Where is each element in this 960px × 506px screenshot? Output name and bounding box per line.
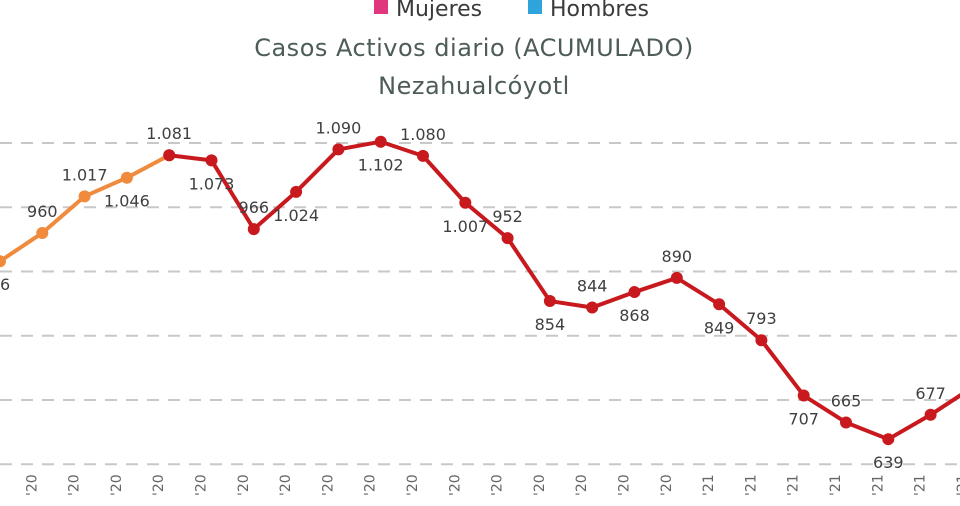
data-point [543,295,556,308]
data-label: 1.102 [358,156,404,175]
x-tick-label: '21 [955,474,960,496]
data-point [924,408,937,421]
chart-title: Casos Activos diario (ACUMULADO) [254,34,694,62]
data-point [290,185,303,198]
x-tick-label: '21 [913,474,929,496]
data-point [332,143,345,156]
x-tick-label: '20 [278,474,294,496]
data-point [36,226,49,239]
data-point [205,154,218,167]
data-label: 1.090 [315,118,361,137]
data-point [417,149,429,162]
data-label: 844 [577,276,608,295]
data-point [755,334,768,347]
data-label: 639 [873,453,904,472]
x-tick-label: '20 [659,474,675,496]
x-tick-labels: '20 '20 '20 '20 '20 '20 '20 '20 '20 '20 '20 '20 '20 '… [24,474,960,496]
x-tick-label: '20 [363,474,379,496]
x-tick-label: '21 [828,474,844,496]
legend: Mujeres Hombres [374,0,649,22]
data-label: 707 [788,410,819,429]
x-tick-label: '20 [320,474,336,496]
data-point [78,190,91,203]
data-point [163,149,176,162]
x-tick-label: '20 [617,474,633,496]
x-tick-label: '20 [151,474,167,496]
x-tick-label: '21 [870,474,886,496]
data-point [586,301,599,314]
data-point [501,232,514,245]
legend-swatch-mujeres [374,0,388,14]
data-label: 868 [619,306,650,325]
data-label: 960 [27,202,58,221]
x-tick-label: '21 [701,474,717,496]
data-label: 1.073 [189,174,235,193]
data-point [840,416,852,429]
chart-subtitle: Nezahualcóyotl [378,72,570,100]
data-point [628,286,641,299]
x-tick-label: '20 [405,474,421,496]
data-label: 1.046 [104,192,150,211]
data-point [0,255,6,268]
data-label: 665 [831,391,862,410]
x-tick-label: '20 [194,474,210,496]
x-tick-label: '20 [67,474,83,496]
x-tick-label: '20 [532,474,548,496]
data-label: 952 [492,207,523,226]
data-label: 1.007 [442,217,488,236]
data-label: 890 [662,247,693,266]
data-label: 1.081 [146,124,192,143]
x-tick-label: '21 [786,474,802,496]
x-tick-label: '20 [447,474,463,496]
series-line [168,139,960,442]
data-point [882,433,895,446]
data-label: 854 [535,315,566,334]
data-label: 1.024 [273,206,319,225]
data-point [670,271,683,284]
data-label: 849 [704,318,735,337]
x-tick-label: '20 [24,474,40,496]
legend-label-mujeres: Mujeres [396,0,482,22]
x-tick-label: '20 [236,474,252,496]
legend-swatch-hombres [528,0,542,14]
x-tick-label: '21 [743,474,759,496]
series-group [0,135,960,446]
x-tick-label: '20 [490,474,506,496]
data-label: 16 [0,275,10,294]
data-point [713,298,726,311]
data-label: 966 [239,198,270,217]
x-tick-label: '20 [574,474,590,496]
data-label: 1.017 [62,165,108,184]
data-label: 793 [746,309,777,328]
data-point [120,171,133,184]
data-label: 677 [915,384,946,403]
data-point [247,223,260,236]
data-label: 1.080 [400,125,446,144]
data-point [459,196,472,209]
legend-label-hombres: Hombres [550,0,649,22]
data-point [797,389,810,402]
x-tick-label: '20 [109,474,125,496]
data-point [374,135,387,148]
